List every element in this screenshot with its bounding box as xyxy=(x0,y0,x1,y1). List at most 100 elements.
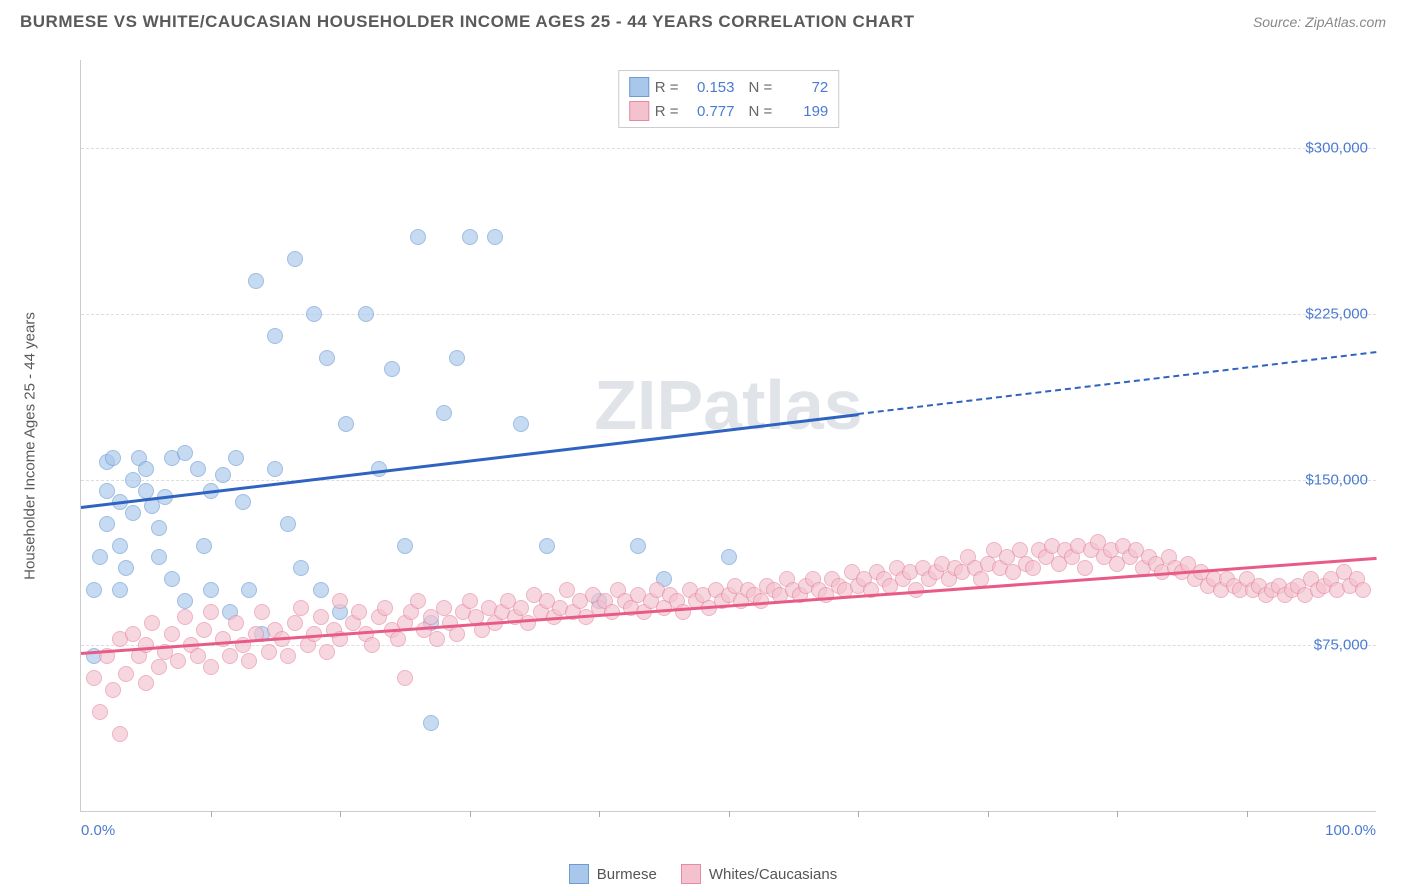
data-point xyxy=(151,520,167,536)
y-tick-label: $225,000 xyxy=(1305,306,1368,323)
stat-N-value: 199 xyxy=(778,103,828,120)
data-point xyxy=(306,306,322,322)
data-point xyxy=(118,560,134,576)
data-point xyxy=(520,615,536,631)
data-point xyxy=(287,251,303,267)
data-point xyxy=(92,549,108,565)
data-point xyxy=(487,229,503,245)
series-swatch xyxy=(629,77,649,97)
stat-R-value: 0.777 xyxy=(685,103,735,120)
x-tick xyxy=(599,811,600,817)
data-point xyxy=(630,538,646,554)
chart-area: Householder Income Ages 25 - 44 years ZI… xyxy=(50,50,1386,842)
legend-label: Burmese xyxy=(597,866,657,883)
legend-label: Whites/Caucasians xyxy=(709,866,837,883)
stat-R-label: R = xyxy=(655,103,679,120)
data-point xyxy=(287,615,303,631)
data-point xyxy=(436,600,452,616)
data-point xyxy=(138,461,154,477)
data-point xyxy=(436,405,452,421)
data-point xyxy=(313,582,329,598)
x-tick-label: 100.0% xyxy=(1325,822,1376,839)
data-point xyxy=(170,653,186,669)
plot-region: ZIPatlas R =0.153N =72R =0.777N =199 $75… xyxy=(80,60,1376,812)
data-point xyxy=(423,715,439,731)
data-point xyxy=(228,615,244,631)
data-point xyxy=(319,350,335,366)
data-point xyxy=(293,560,309,576)
data-point xyxy=(449,626,465,642)
data-point xyxy=(118,666,134,682)
legend-swatch xyxy=(681,864,701,884)
data-point xyxy=(125,505,141,521)
legend-item: Burmese xyxy=(569,864,657,884)
data-point xyxy=(1355,582,1371,598)
data-point xyxy=(358,306,374,322)
data-point xyxy=(364,637,380,653)
data-point xyxy=(92,704,108,720)
stats-row: R =0.153N =72 xyxy=(629,75,829,99)
data-point xyxy=(151,659,167,675)
data-point xyxy=(196,622,212,638)
data-point xyxy=(1077,560,1093,576)
data-point xyxy=(280,648,296,664)
data-point xyxy=(390,631,406,647)
data-point xyxy=(410,593,426,609)
data-point xyxy=(241,582,257,598)
data-point xyxy=(164,626,180,642)
data-point xyxy=(112,726,128,742)
stats-row: R = 0.777 N = 199 xyxy=(629,99,829,123)
data-point xyxy=(462,593,478,609)
data-point xyxy=(319,644,335,660)
data-point xyxy=(539,538,555,554)
data-point xyxy=(377,600,393,616)
x-tick xyxy=(729,811,730,817)
data-point xyxy=(105,682,121,698)
y-tick-label: $75,000 xyxy=(1314,637,1368,654)
data-point xyxy=(338,416,354,432)
gridline xyxy=(81,480,1376,481)
data-point xyxy=(215,467,231,483)
data-point xyxy=(190,461,206,477)
data-point xyxy=(235,494,251,510)
x-tick xyxy=(858,811,859,817)
data-point xyxy=(429,631,445,647)
data-point xyxy=(112,538,128,554)
x-tick xyxy=(211,811,212,817)
x-tick xyxy=(470,811,471,817)
data-point xyxy=(164,571,180,587)
x-tick xyxy=(1117,811,1118,817)
data-point xyxy=(313,609,329,625)
x-tick xyxy=(988,811,989,817)
data-point xyxy=(397,538,413,554)
gridline xyxy=(81,148,1376,149)
x-tick-label: 0.0% xyxy=(81,822,115,839)
data-point xyxy=(144,615,160,631)
data-point xyxy=(112,582,128,598)
data-point xyxy=(177,593,193,609)
gridline xyxy=(81,314,1376,315)
data-point xyxy=(261,644,277,660)
data-point xyxy=(228,450,244,466)
data-point xyxy=(99,516,115,532)
data-point xyxy=(397,670,413,686)
data-point xyxy=(267,328,283,344)
data-point xyxy=(138,675,154,691)
stat-N-value: 72 xyxy=(778,79,828,96)
data-point xyxy=(1025,560,1041,576)
trend-line-extrapolated xyxy=(858,351,1377,415)
data-point xyxy=(410,229,426,245)
data-point xyxy=(384,361,400,377)
data-point xyxy=(721,549,737,565)
data-point xyxy=(203,604,219,620)
y-tick-label: $300,000 xyxy=(1305,140,1368,157)
data-point xyxy=(293,600,309,616)
data-point xyxy=(138,637,154,653)
data-point xyxy=(248,273,264,289)
chart-title: BURMESE VS WHITE/CAUCASIAN HOUSEHOLDER I… xyxy=(20,12,915,32)
data-point xyxy=(177,445,193,461)
bottom-legend: Burmese Whites/Caucasians xyxy=(0,864,1406,884)
data-point xyxy=(86,582,102,598)
stat-N-label: N = xyxy=(749,103,773,120)
data-point xyxy=(203,582,219,598)
